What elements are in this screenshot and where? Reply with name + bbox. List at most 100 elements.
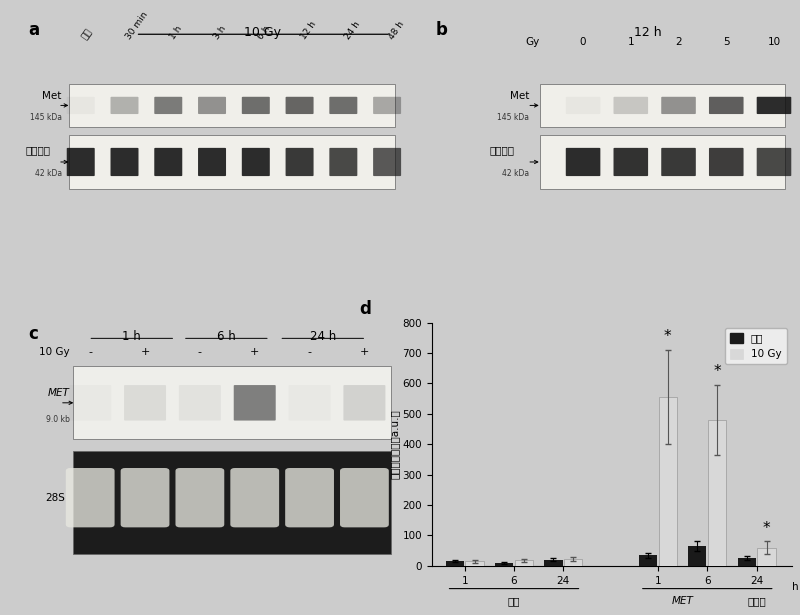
Text: 12 h: 12 h (634, 26, 662, 39)
Text: MET: MET (672, 596, 694, 606)
FancyBboxPatch shape (709, 97, 743, 114)
Text: c: c (28, 325, 38, 343)
Bar (738, 558, 756, 566)
Bar (658, 397, 677, 566)
Text: 10 Gy: 10 Gy (38, 347, 70, 357)
FancyBboxPatch shape (154, 148, 182, 176)
FancyBboxPatch shape (66, 468, 114, 528)
Text: Met: Met (510, 90, 529, 100)
FancyBboxPatch shape (175, 468, 224, 528)
Text: 24 h: 24 h (343, 20, 362, 42)
FancyBboxPatch shape (198, 148, 226, 176)
Bar (515, 560, 533, 566)
Text: 1 h: 1 h (122, 330, 141, 343)
Text: 2: 2 (675, 36, 682, 47)
Text: +: + (140, 347, 150, 357)
FancyBboxPatch shape (198, 97, 226, 114)
FancyBboxPatch shape (373, 97, 401, 114)
Text: 6 h: 6 h (217, 330, 236, 343)
Text: 5: 5 (723, 36, 730, 47)
FancyBboxPatch shape (330, 97, 358, 114)
Text: *: * (762, 521, 770, 536)
Text: Met: Met (42, 90, 62, 100)
Text: +: + (250, 347, 259, 357)
Text: -: - (88, 347, 92, 357)
FancyBboxPatch shape (285, 468, 334, 528)
Text: 42 kDa: 42 kDa (34, 169, 62, 178)
FancyBboxPatch shape (330, 148, 358, 176)
FancyBboxPatch shape (110, 148, 138, 176)
Text: -: - (307, 347, 311, 357)
Text: MET: MET (47, 388, 70, 398)
Text: 1 h: 1 h (168, 25, 184, 42)
FancyBboxPatch shape (110, 97, 138, 114)
Text: 24 h: 24 h (310, 330, 336, 343)
FancyBboxPatch shape (154, 97, 182, 114)
Text: 30 min: 30 min (125, 10, 150, 42)
FancyBboxPatch shape (662, 97, 696, 114)
FancyBboxPatch shape (73, 367, 391, 439)
Text: 10: 10 (767, 36, 781, 47)
FancyBboxPatch shape (121, 468, 170, 528)
Text: -: - (198, 347, 202, 357)
FancyBboxPatch shape (614, 148, 648, 176)
Text: *: * (714, 365, 721, 379)
Bar (446, 561, 464, 566)
Text: 28S: 28S (46, 493, 66, 502)
FancyBboxPatch shape (709, 148, 743, 176)
FancyBboxPatch shape (242, 148, 270, 176)
Text: Gy: Gy (526, 36, 540, 47)
Text: a: a (28, 21, 39, 39)
FancyBboxPatch shape (70, 84, 394, 127)
FancyBboxPatch shape (757, 148, 791, 176)
FancyBboxPatch shape (343, 385, 386, 421)
Text: 10 Gy: 10 Gy (244, 26, 281, 39)
FancyBboxPatch shape (286, 97, 314, 114)
Bar (495, 563, 513, 566)
Text: 1: 1 (627, 36, 634, 47)
Text: h: h (792, 582, 798, 592)
Bar (708, 420, 726, 566)
FancyBboxPatch shape (540, 135, 785, 189)
Text: 9.0 kb: 9.0 kb (46, 415, 70, 424)
Text: 42 kDa: 42 kDa (502, 169, 529, 178)
Text: b: b (435, 21, 447, 39)
Text: *: * (664, 330, 672, 344)
Text: 对照: 对照 (81, 28, 94, 42)
FancyBboxPatch shape (230, 468, 279, 528)
FancyBboxPatch shape (124, 385, 166, 421)
FancyBboxPatch shape (73, 451, 391, 554)
FancyBboxPatch shape (540, 84, 785, 127)
Bar (564, 559, 582, 566)
Text: 48 h: 48 h (387, 20, 406, 42)
Bar (758, 547, 775, 566)
Text: 0: 0 (580, 36, 586, 47)
FancyBboxPatch shape (662, 148, 696, 176)
Text: 145 kDa: 145 kDa (30, 113, 62, 122)
Text: d: d (360, 300, 372, 318)
FancyBboxPatch shape (234, 385, 276, 421)
FancyBboxPatch shape (286, 148, 314, 176)
Text: 6 h: 6 h (256, 25, 271, 42)
Text: +: + (360, 347, 369, 357)
FancyBboxPatch shape (373, 148, 401, 176)
FancyBboxPatch shape (566, 148, 600, 176)
Text: 肌动蛋白: 肌动蛋白 (490, 145, 514, 155)
Text: 3 h: 3 h (212, 25, 228, 42)
FancyBboxPatch shape (179, 385, 221, 421)
Text: 基础: 基础 (508, 596, 520, 606)
Bar (545, 560, 562, 566)
Text: 12 h: 12 h (299, 20, 318, 42)
Bar (466, 561, 483, 566)
FancyBboxPatch shape (70, 135, 394, 189)
Bar (688, 546, 706, 566)
Bar (639, 555, 657, 566)
FancyBboxPatch shape (757, 97, 791, 114)
FancyBboxPatch shape (614, 97, 648, 114)
FancyBboxPatch shape (340, 468, 389, 528)
Text: 145 kDa: 145 kDa (497, 113, 529, 122)
FancyBboxPatch shape (242, 97, 270, 114)
Y-axis label: 荧光素酶活性（a.u.）: 荧光素酶活性（a.u.） (390, 410, 400, 479)
Text: 启动子: 启动子 (747, 596, 766, 606)
FancyBboxPatch shape (66, 148, 94, 176)
